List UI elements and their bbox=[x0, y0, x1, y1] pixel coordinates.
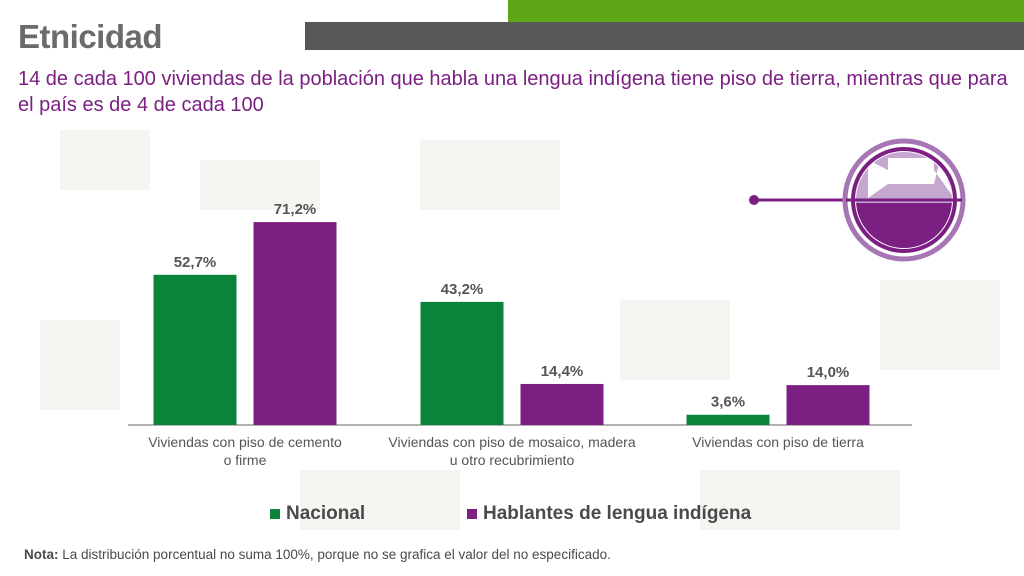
header-gray-bar bbox=[305, 22, 1024, 50]
footnote: Nota: La distribución porcentual no suma… bbox=[24, 547, 611, 562]
page-title: Etnicidad bbox=[18, 18, 163, 55]
data-label: 14,4% bbox=[541, 363, 584, 380]
page-subtitle: 14 de cada 100 viviendas de la población… bbox=[18, 68, 1008, 116]
data-label: 71,2% bbox=[274, 201, 317, 218]
category-label: Viviendas con piso de mosaico, madera bbox=[388, 434, 635, 450]
legend-swatch bbox=[270, 509, 280, 519]
category-label: u otro recubrimiento bbox=[450, 452, 575, 468]
bar-nacional-0 bbox=[153, 274, 237, 425]
legend-swatch bbox=[467, 509, 477, 519]
category-label: Viviendas con piso de cemento bbox=[148, 434, 342, 450]
bg-tile bbox=[60, 130, 150, 190]
footnote-label: Nota: bbox=[24, 547, 59, 562]
bar-nacional-2 bbox=[686, 414, 770, 425]
category-label: o firme bbox=[224, 452, 267, 468]
bar-nacional-1 bbox=[420, 301, 504, 425]
data-label: 3,6% bbox=[711, 394, 745, 411]
legend-item-hablantes: Hablantes de lengua indígena bbox=[467, 503, 751, 525]
legend-label: Nacional bbox=[286, 503, 366, 524]
bg-tile bbox=[300, 470, 460, 530]
legend-item-nacional: Nacional bbox=[270, 503, 365, 525]
bg-tile bbox=[40, 320, 120, 410]
bg-tile bbox=[700, 470, 900, 530]
data-label: 52,7% bbox=[174, 254, 217, 271]
bar-hablantes-2 bbox=[786, 385, 870, 425]
footnote-text: La distribución porcentual no suma 100%,… bbox=[58, 547, 611, 562]
data-label: 43,2% bbox=[441, 281, 484, 298]
bg-tile bbox=[880, 280, 1000, 370]
bg-tile bbox=[420, 140, 560, 210]
bg-tile bbox=[620, 300, 730, 380]
header-accent-bar bbox=[508, 0, 1024, 22]
data-label: 14,0% bbox=[807, 364, 850, 381]
bar-hablantes-1 bbox=[520, 383, 604, 425]
category-label: Viviendas con piso de tierra bbox=[692, 434, 864, 450]
bg-tile bbox=[200, 160, 320, 210]
legend-label: Hablantes de lengua indígena bbox=[483, 503, 752, 524]
floor-icon bbox=[749, 138, 966, 262]
bar-hablantes-0 bbox=[253, 222, 337, 425]
